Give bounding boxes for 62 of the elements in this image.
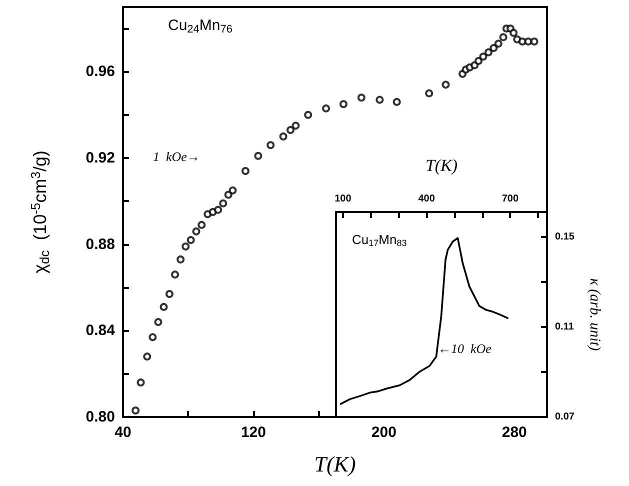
y-tick-label: 0.07 <box>555 412 575 422</box>
point <box>442 80 450 89</box>
point <box>143 352 152 361</box>
y-tick-label: 0.15 <box>555 231 575 242</box>
y-tick-label: 0.80 <box>86 408 115 426</box>
point <box>279 132 288 140</box>
point <box>484 48 492 56</box>
annotation: ←10 kOe <box>438 341 492 356</box>
y-tick-label: 0.96 <box>86 63 115 80</box>
point <box>136 378 145 386</box>
point <box>224 190 232 199</box>
point <box>339 100 348 108</box>
y-tick-label: 0.92 <box>86 150 115 167</box>
point <box>214 206 222 214</box>
x-tick-label: 700 <box>502 194 519 204</box>
y-tick-label: 0.11 <box>555 321 574 332</box>
point <box>219 199 228 208</box>
point <box>518 38 526 46</box>
x-tick-label: 200 <box>371 424 396 441</box>
point <box>182 242 190 251</box>
point <box>241 167 250 175</box>
point <box>198 220 206 229</box>
point <box>524 38 532 46</box>
point <box>148 333 157 342</box>
point <box>132 406 140 415</box>
point <box>425 89 434 98</box>
y-tick-label: 0.88 <box>86 236 115 253</box>
annotation: 1 kOe→ <box>153 149 200 164</box>
point <box>171 270 180 279</box>
point <box>192 227 200 236</box>
point <box>254 152 262 160</box>
point <box>376 96 384 104</box>
x-axis-title: T(K) <box>425 156 458 175</box>
point <box>266 141 275 150</box>
point <box>510 28 518 37</box>
x-tick-label: 120 <box>240 424 266 441</box>
point <box>490 44 498 52</box>
point <box>286 126 294 134</box>
x-tick-label: 280 <box>502 424 527 441</box>
y-axis-title: χdc (10-5cm3/g) <box>28 150 52 274</box>
x-tick-label: 40 <box>114 424 132 441</box>
point <box>186 236 195 244</box>
point <box>292 122 300 130</box>
y-axis-title: κ (arb. unit) <box>586 278 602 351</box>
point <box>228 186 237 194</box>
y-tick-label: 0.84 <box>86 322 116 340</box>
point <box>530 38 538 46</box>
point <box>322 104 330 112</box>
point <box>176 255 185 264</box>
point <box>154 318 162 326</box>
point <box>479 52 488 61</box>
point <box>165 290 174 298</box>
point <box>304 110 312 119</box>
point <box>357 94 366 102</box>
x-tick-label: 100 <box>334 194 352 204</box>
point <box>494 40 502 48</box>
point <box>160 302 168 311</box>
point <box>392 98 401 106</box>
x-tick-label: 400 <box>418 194 436 204</box>
x-axis-title: T(K) <box>314 452 356 476</box>
point <box>474 56 483 65</box>
point <box>499 33 508 42</box>
